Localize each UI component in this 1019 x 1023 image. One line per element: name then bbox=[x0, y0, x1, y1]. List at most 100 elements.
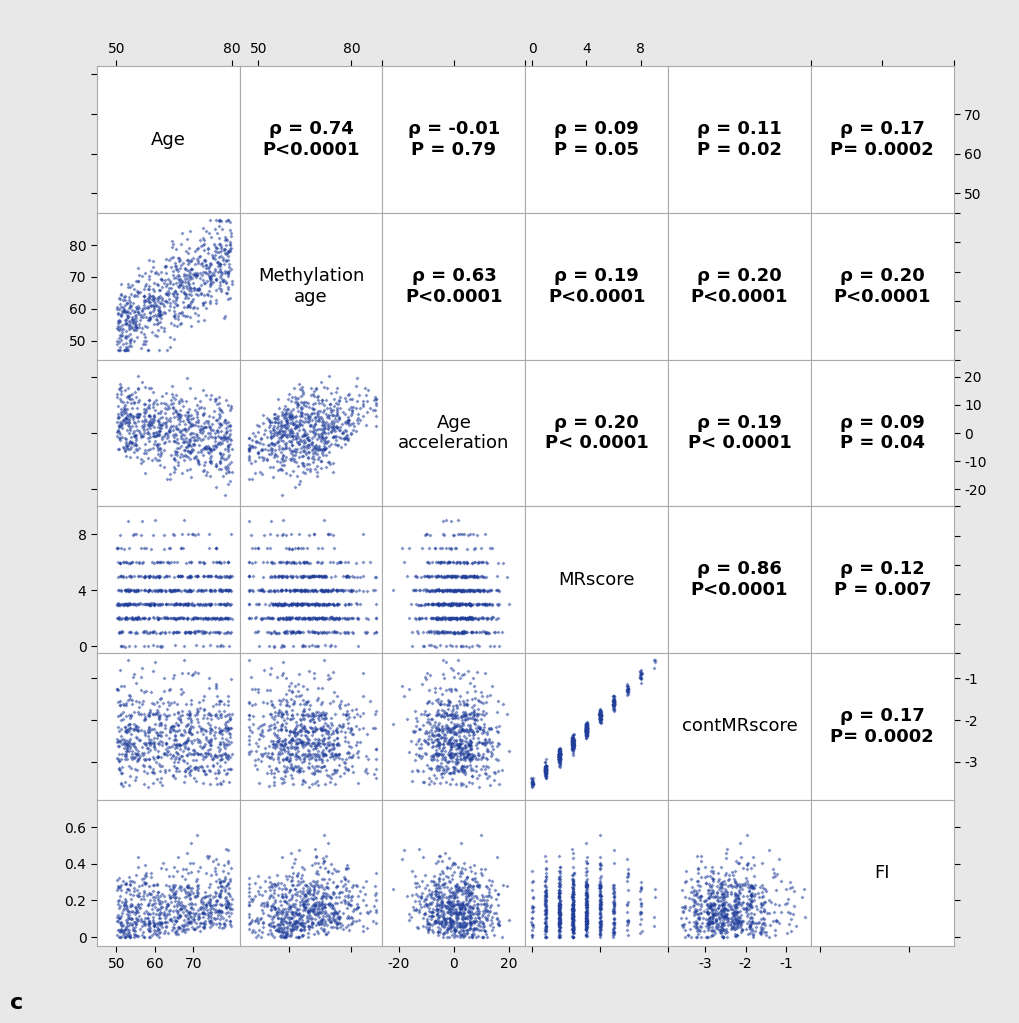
Point bbox=[202, 624, 218, 640]
Point bbox=[322, 436, 338, 452]
Point bbox=[453, 720, 470, 737]
Point bbox=[286, 582, 303, 598]
Point bbox=[129, 421, 146, 438]
Point bbox=[116, 719, 132, 736]
Point bbox=[113, 623, 129, 639]
Point bbox=[266, 900, 282, 917]
Point bbox=[208, 540, 224, 557]
Point bbox=[619, 861, 635, 878]
Point bbox=[591, 883, 607, 899]
Point bbox=[604, 699, 621, 715]
Point bbox=[432, 902, 448, 919]
Point bbox=[276, 426, 292, 442]
Point bbox=[703, 909, 719, 926]
Point bbox=[275, 758, 291, 774]
Point bbox=[328, 919, 344, 935]
Point bbox=[564, 730, 580, 747]
Point bbox=[151, 736, 167, 752]
Point bbox=[278, 568, 294, 584]
Point bbox=[450, 736, 467, 752]
Point bbox=[551, 744, 568, 760]
Point bbox=[181, 624, 198, 640]
Point bbox=[730, 890, 746, 906]
Point bbox=[163, 279, 179, 296]
Point bbox=[178, 888, 195, 904]
Point bbox=[280, 582, 297, 598]
Point bbox=[458, 624, 474, 640]
Point bbox=[301, 755, 317, 771]
Point bbox=[366, 766, 382, 783]
Point bbox=[441, 911, 458, 928]
Point bbox=[304, 736, 320, 752]
Point bbox=[205, 751, 221, 767]
Point bbox=[605, 910, 622, 927]
Point bbox=[189, 252, 205, 268]
Point bbox=[335, 404, 352, 420]
Point bbox=[322, 725, 338, 742]
Point bbox=[578, 725, 594, 742]
Point bbox=[352, 399, 368, 415]
Point bbox=[591, 708, 607, 724]
Point bbox=[347, 737, 364, 753]
Point bbox=[565, 731, 581, 748]
Point bbox=[713, 917, 730, 933]
Point bbox=[296, 873, 312, 889]
Point bbox=[119, 596, 136, 613]
Point bbox=[121, 736, 138, 752]
Point bbox=[473, 864, 489, 881]
Point bbox=[409, 920, 425, 936]
Point bbox=[278, 693, 294, 709]
Point bbox=[328, 582, 344, 598]
Point bbox=[591, 709, 607, 725]
Point bbox=[192, 595, 208, 612]
Point bbox=[315, 652, 331, 668]
Point bbox=[117, 409, 133, 426]
Point bbox=[141, 915, 157, 931]
Point bbox=[428, 582, 444, 598]
Point bbox=[151, 756, 167, 772]
Point bbox=[124, 911, 141, 928]
Point bbox=[143, 411, 159, 428]
Point bbox=[179, 910, 196, 927]
Point bbox=[564, 730, 580, 747]
Point bbox=[752, 894, 768, 910]
Point bbox=[114, 746, 130, 762]
Point bbox=[301, 432, 317, 448]
Point bbox=[173, 225, 190, 241]
Point bbox=[296, 610, 312, 626]
Point bbox=[524, 775, 540, 792]
Point bbox=[203, 271, 219, 287]
Point bbox=[149, 706, 165, 722]
Point bbox=[437, 758, 453, 774]
Point bbox=[296, 696, 312, 712]
Point bbox=[592, 926, 608, 942]
Point bbox=[130, 306, 147, 322]
Point bbox=[428, 595, 444, 612]
Point bbox=[361, 553, 377, 570]
Point bbox=[195, 762, 211, 779]
Point bbox=[158, 414, 174, 431]
Point bbox=[578, 877, 594, 893]
Point bbox=[240, 876, 257, 892]
Point bbox=[421, 919, 437, 935]
Point bbox=[457, 901, 473, 918]
Point bbox=[284, 416, 301, 433]
Point bbox=[760, 904, 776, 921]
Point bbox=[459, 721, 475, 738]
Point bbox=[122, 421, 139, 438]
Point bbox=[429, 901, 445, 918]
Point bbox=[267, 595, 283, 612]
Point bbox=[418, 919, 434, 935]
Point bbox=[484, 746, 500, 762]
Point bbox=[159, 342, 175, 358]
Point bbox=[464, 871, 480, 887]
Point bbox=[578, 723, 594, 740]
Point bbox=[741, 896, 757, 913]
Point bbox=[442, 901, 459, 918]
Point bbox=[550, 742, 567, 758]
Point bbox=[140, 744, 156, 760]
Point bbox=[315, 582, 331, 598]
Point bbox=[447, 582, 464, 598]
Point bbox=[726, 909, 742, 926]
Point bbox=[218, 610, 234, 626]
